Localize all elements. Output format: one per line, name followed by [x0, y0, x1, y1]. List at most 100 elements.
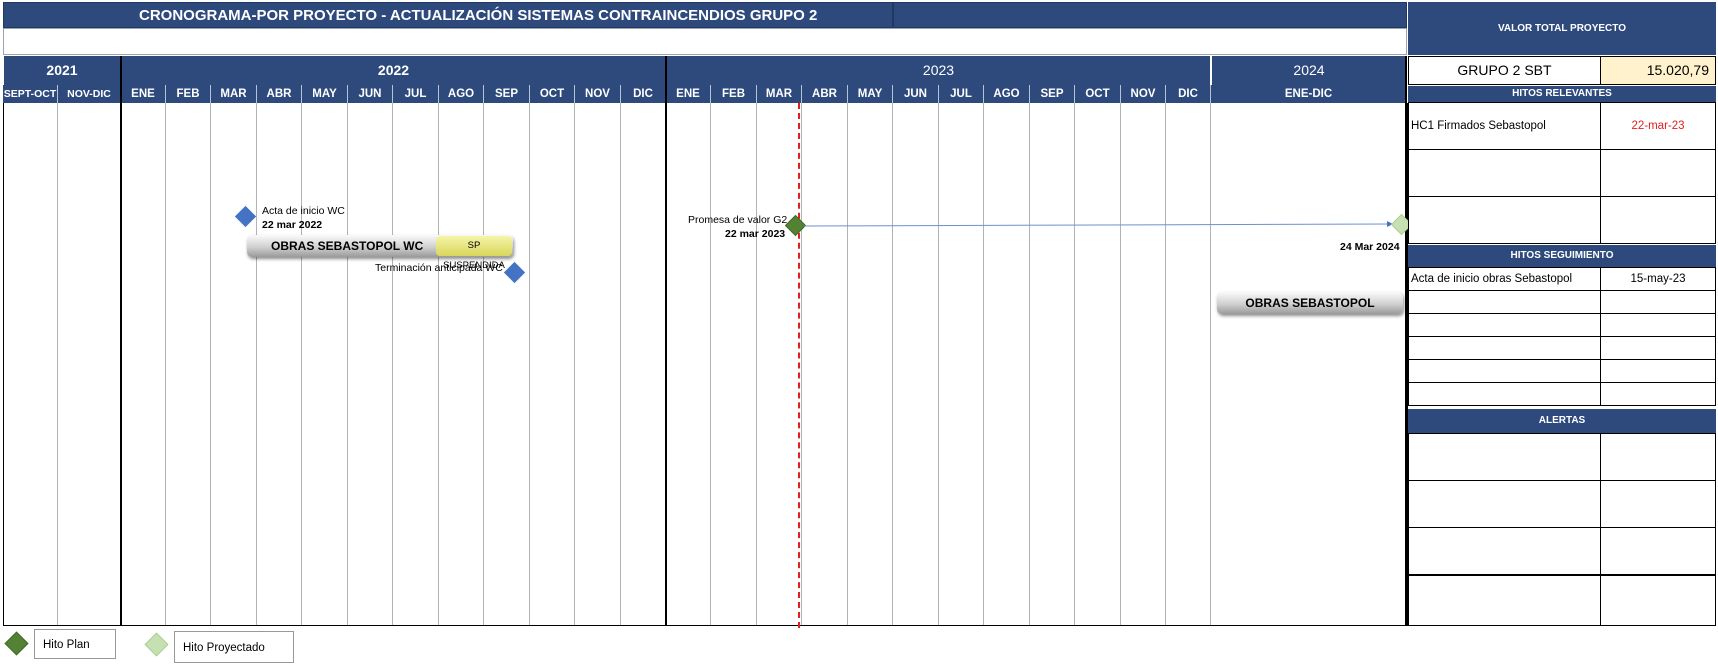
year-2021: 2021	[3, 56, 121, 85]
month-header: NOV	[1121, 85, 1166, 103]
legend-hito-plan-label: Hito Plan	[34, 629, 116, 659]
grid-column	[666, 103, 711, 625]
year-separator-2022	[665, 56, 667, 625]
month-header: FEB	[166, 85, 211, 103]
hito-seguimiento-label: Acta de inicio obras Sebastopol	[1408, 267, 1601, 291]
month-header: MAR	[211, 85, 257, 103]
month-header: SEPT-OCT	[3, 85, 58, 103]
grid-column	[121, 103, 166, 625]
month-header: AGO	[439, 85, 484, 103]
grid-column	[348, 103, 393, 625]
alerta-empty-cell	[1408, 527, 1601, 575]
hitos-seguimiento-empty-cell	[1408, 359, 1601, 383]
hitos-relevantes-empty-cell	[1600, 149, 1716, 197]
grid-column	[166, 103, 211, 625]
grid-column	[257, 103, 302, 625]
month-header: MAR	[757, 85, 802, 103]
year-2022: 2022	[121, 56, 666, 85]
proyectado-date: 24 Mar 2024	[1340, 241, 1400, 253]
grid-column	[3, 103, 58, 625]
year-2024: 2024	[1211, 56, 1407, 85]
grupo-value: 15.020,79	[1600, 56, 1716, 85]
today-line	[798, 103, 800, 628]
month-header: ABR	[257, 85, 302, 103]
month-header: JUN	[893, 85, 939, 103]
grid-column	[848, 103, 893, 625]
hitos-relevantes-empty-cell	[1408, 196, 1601, 244]
hitos-seguimiento-empty-cell	[1408, 336, 1601, 360]
grupo-label: GRUPO 2 SBT	[1408, 56, 1601, 85]
page-title: CRONOGRAMA-POR PROYECTO - ACTUALIZACIÓN …	[3, 2, 893, 28]
month-header: FEB	[711, 85, 757, 103]
month-header: ENE	[666, 85, 711, 103]
hito-seguimiento-date: 15-may-23	[1600, 267, 1716, 291]
promesa-date: 22 mar 2023	[725, 228, 786, 240]
alerta-empty-cell	[1600, 575, 1716, 626]
month-header: MAY	[848, 85, 893, 103]
month-header: DIC	[621, 85, 666, 103]
month-header: OCT	[530, 85, 575, 103]
bar-obras-sebastopol: OBRAS SEBASTOPOL	[1217, 292, 1403, 314]
legend-hito-proyectado-label: Hito Proyectado	[174, 631, 294, 663]
month-header: JUL	[393, 85, 439, 103]
grid-column	[393, 103, 439, 625]
alertas-header: ALERTAS	[1408, 409, 1716, 433]
hitos-seguimiento-empty-cell	[1408, 382, 1601, 406]
grid-column	[984, 103, 1030, 625]
month-header: OCT	[1075, 85, 1121, 103]
valor-total-header: VALOR TOTAL PROYECTO	[1408, 2, 1716, 55]
hitos-relevantes-empty-cell	[1408, 149, 1601, 197]
subtitle-row	[3, 28, 1407, 55]
grid-column	[802, 103, 848, 625]
hitos-relevantes-header: HITOS RELEVANTES	[1408, 86, 1716, 102]
grid-column	[711, 103, 757, 625]
hitos-relevantes-empty-cell	[1600, 196, 1716, 244]
timeline-frame	[3, 103, 1408, 626]
terminacion-label: Terminación anticipada WC	[375, 262, 503, 274]
grid-column	[1166, 103, 1211, 625]
month-header: ABR	[802, 85, 848, 103]
grid-column	[1075, 103, 1121, 625]
grid-column	[530, 103, 575, 625]
month-header: JUL	[939, 85, 984, 103]
alerta-empty-cell	[1408, 480, 1601, 528]
hitos-seguimiento-empty-cell	[1408, 290, 1601, 314]
month-header: SEP	[1030, 85, 1075, 103]
grid-column	[939, 103, 984, 625]
hitos-relevantes-row: HC1 Firmados Sebastopol	[1408, 102, 1601, 150]
title-band-extension	[893, 2, 1407, 28]
year-separator-2021	[120, 56, 122, 625]
suspendida-badge: SP SUSPENDIDA	[436, 236, 512, 271]
hitos-seguimiento-empty-cell	[1600, 290, 1716, 314]
month-header: MAY	[302, 85, 348, 103]
acta-inicio-date: 22 mar 2022	[262, 219, 323, 231]
month-header: NOV	[575, 85, 621, 103]
acta-inicio-label: Acta de inicio WC	[262, 205, 345, 217]
hitos-seguimiento-empty-cell	[1600, 382, 1716, 406]
month-header: SEP	[484, 85, 530, 103]
alerta-empty-cell	[1408, 575, 1601, 626]
alerta-empty-cell	[1600, 527, 1716, 575]
grid-column	[757, 103, 802, 625]
month-header: NOV-DIC	[58, 85, 121, 103]
bar-obras-sebastopol-wc-label: OBRAS SEBASTOPOL WC	[271, 239, 424, 253]
alerta-empty-cell	[1600, 433, 1716, 481]
bar-obras-sebastopol-label: OBRAS SEBASTOPOL	[1245, 296, 1375, 310]
year-2023: 2023	[666, 56, 1211, 85]
month-header: JUN	[348, 85, 393, 103]
grid-column	[302, 103, 348, 625]
month-header: ENE-DIC	[1211, 85, 1407, 103]
hitos-seguimiento-empty-cell	[1600, 336, 1716, 360]
timeline-right-edge	[1405, 56, 1407, 625]
grid-column	[575, 103, 621, 625]
promesa-label: Promesa de valor G2	[688, 214, 788, 226]
grid-column	[439, 103, 484, 625]
hito-relevante-label: HC1 Firmados Sebastopol	[1411, 120, 1546, 132]
hitos-seguimiento-empty-cell	[1408, 313, 1601, 337]
month-header: DIC	[1166, 85, 1211, 103]
alerta-empty-cell	[1600, 480, 1716, 528]
grid-column	[1030, 103, 1075, 625]
hito-relevante-date: 22-mar-23	[1600, 102, 1716, 150]
grid-column	[1121, 103, 1166, 625]
